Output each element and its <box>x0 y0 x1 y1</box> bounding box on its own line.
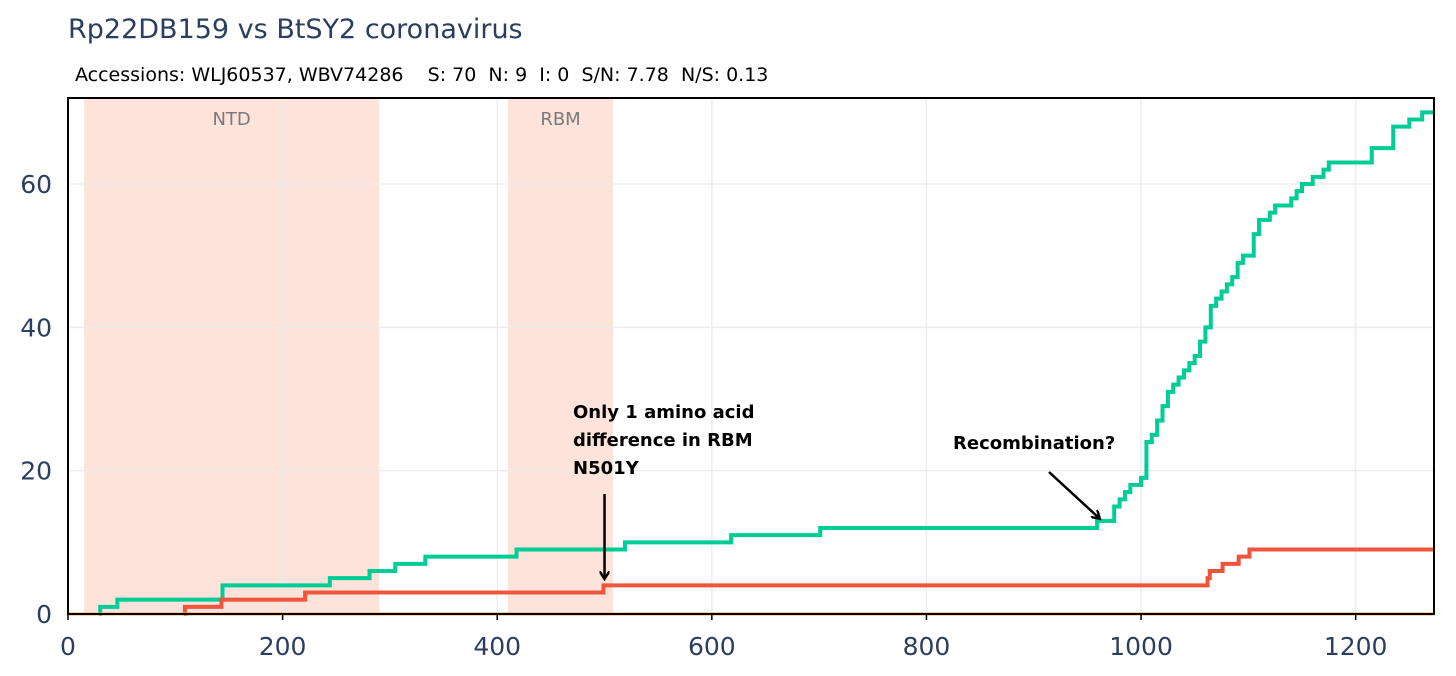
x-tick-label: 200 <box>259 632 307 661</box>
annotation-rbm-text: Only 1 amino acid <box>573 402 754 423</box>
annotation-rbm-text: difference in RBM <box>573 430 753 451</box>
chart-title: Rp22DB159 vs BtSY2 coronavirus <box>68 14 523 45</box>
region-ntd <box>84 98 380 614</box>
synonymous-line <box>98 110 1434 616</box>
axis-layer: 0 200 400 600 800 1000 1200 0 20 40 60 <box>20 97 1435 661</box>
annotations-layer: Only 1 amino acid difference in RBM N501Y R… <box>573 402 1115 578</box>
x-tick-label: 400 <box>473 632 521 661</box>
x-tick-label: 800 <box>903 632 951 661</box>
nonsynonymous-line <box>182 547 1434 616</box>
regions-layer: NTD RBM <box>84 98 614 614</box>
region-label-ntd: NTD <box>212 109 250 130</box>
y-tick-label: 60 <box>20 170 52 199</box>
chart-subtitle: Accessions: WLJ60537, WBV74286 S: 70 N: … <box>75 64 769 86</box>
plot-frame <box>67 97 1435 615</box>
x-tick-label: 0 <box>60 632 76 661</box>
y-tick-label: 0 <box>36 600 52 629</box>
y-tick-label: 40 <box>20 313 52 342</box>
region-rbm <box>507 98 614 614</box>
annotation-recombination-arrow <box>1048 471 1099 518</box>
x-tick-label: 1000 <box>1109 632 1173 661</box>
x-tick-label: 600 <box>688 632 736 661</box>
x-tick-label: 1200 <box>1324 632 1388 661</box>
region-label-rbm: RBM <box>540 109 580 130</box>
y-tick-label: 20 <box>20 457 52 486</box>
annotation-rbm-text: N501Y <box>573 458 640 479</box>
annotation-recombination-text: Recombination? <box>953 433 1115 454</box>
